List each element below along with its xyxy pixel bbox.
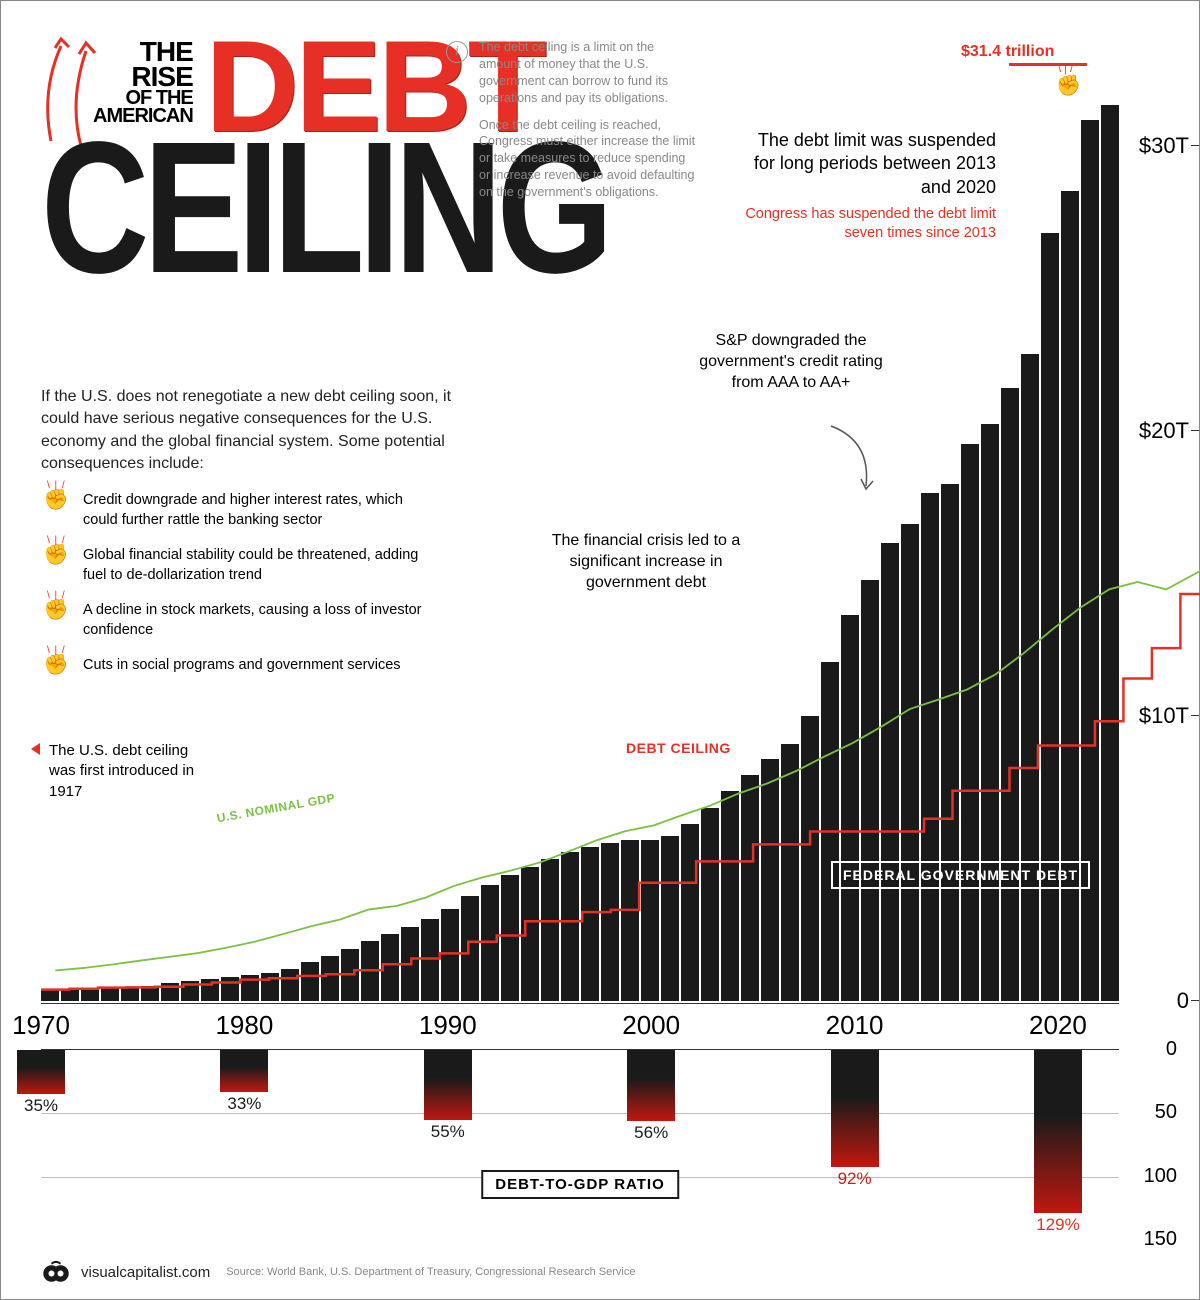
x-tick-label: 2020 <box>1029 1010 1087 1041</box>
debt-bar <box>81 989 99 1001</box>
debt-bar <box>1001 388 1019 1001</box>
lower-y-tick: 50 <box>1155 1101 1177 1124</box>
gdp-ratio-bar: 35% <box>17 1050 65 1094</box>
debt-bar <box>561 852 579 1001</box>
lower-y-tick: 100 <box>1144 1165 1177 1188</box>
debt-bar <box>541 859 559 1001</box>
peak-line <box>1009 63 1087 66</box>
lower-y-tick: 0 <box>1166 1038 1177 1061</box>
debt-bar <box>1021 354 1039 1001</box>
footer-source: Source: World Bank, U.S. Department of T… <box>226 1266 635 1278</box>
debt-bar <box>921 493 939 1001</box>
debt-bar <box>581 847 599 1001</box>
gdp-ratio-bar: 33% <box>220 1050 268 1092</box>
debt-bar <box>241 975 259 1001</box>
debt-bar <box>741 775 759 1001</box>
debt-bar <box>801 716 819 1001</box>
debt-bar <box>661 836 679 1001</box>
debt-bar <box>461 896 479 1001</box>
annotation-sp-downgrade: S&P downgraded the government's credit r… <box>691 331 891 393</box>
debt-bar <box>321 956 339 1001</box>
label-debt-ceiling: DEBT CEILING <box>626 741 731 755</box>
debt-bar <box>61 990 79 1001</box>
fist-icon: ✊ <box>1056 73 1081 98</box>
logo-icon <box>41 1257 71 1287</box>
gdp-ratio-label: 129% <box>1036 1215 1079 1235</box>
x-tick-label: 2010 <box>826 1010 884 1041</box>
x-tick-label: 1990 <box>419 1010 477 1041</box>
debt-bar <box>481 885 499 1001</box>
debt-bar <box>41 990 59 1001</box>
x-tick-label: 2000 <box>622 1010 680 1041</box>
debt-bar <box>841 615 859 1001</box>
debt-bar <box>821 662 839 1001</box>
label-federal-debt: FEDERAL GOVERNMENT DEBT <box>831 861 1090 889</box>
debt-bar <box>601 843 619 1001</box>
debt-bar <box>641 840 659 1002</box>
arrow-curve-icon <box>821 421 901 501</box>
debt-bar <box>341 949 359 1001</box>
footer-brand: visualcapitalist.com <box>81 1264 210 1281</box>
gdp-ratio-label: 33% <box>227 1094 261 1114</box>
debt-to-gdp-chart: 05010015035%33%55%56%92%129% DEBT-TO-GDP… <box>41 1049 1119 1239</box>
gdp-ratio-label: 55% <box>431 1122 465 1142</box>
gdp-ratio-label: 56% <box>634 1123 668 1143</box>
gdp-ratio-bar: 92% <box>831 1050 879 1167</box>
debt-bar <box>1101 105 1119 1001</box>
debt-to-gdp-title: DEBT-TO-GDP RATIO <box>481 1170 679 1199</box>
debt-bar <box>501 875 519 1001</box>
gdp-ratio-bar: 56% <box>627 1050 675 1121</box>
x-axis: 197019801990200020102020 <box>41 1003 1119 1044</box>
footer: visualcapitalist.com Source: World Bank,… <box>41 1257 1159 1287</box>
debt-bar <box>901 524 919 1001</box>
debt-bar <box>161 983 179 1001</box>
debt-bar <box>681 824 699 1001</box>
debt-bar <box>721 791 739 1001</box>
debt-bar <box>761 759 779 1001</box>
debt-bar <box>881 543 899 1001</box>
gdp-ratio-label: 35% <box>24 1096 58 1116</box>
debt-bar <box>401 927 419 1001</box>
annotation-suspended-sub: Congress has suspended the debt limit se… <box>741 205 996 243</box>
gdp-ratio-label: 92% <box>838 1169 872 1189</box>
x-tick-label: 1970 <box>12 1010 70 1041</box>
debt-bar <box>521 867 539 1001</box>
debt-bar <box>941 484 959 1001</box>
annotation-suspended-main: The debt limit was suspended for long pe… <box>741 129 996 199</box>
debt-bar <box>181 981 199 1001</box>
debt-bar <box>221 977 239 1001</box>
debt-bar <box>261 973 279 1001</box>
debt-bar <box>441 909 459 1001</box>
debt-bar <box>141 986 159 1001</box>
debt-bar <box>381 934 399 1001</box>
lower-y-tick: 150 <box>1144 1228 1177 1251</box>
y-axis-ticks: 0$10T$20T$30T <box>1129 61 1189 1001</box>
debt-bar <box>121 987 139 1001</box>
peak-value-label: $31.4 trillion <box>961 43 1054 61</box>
triangle-marker-icon <box>31 743 40 755</box>
debt-bar <box>101 988 119 1001</box>
gdp-ratio-bar: 129% <box>1034 1050 1082 1213</box>
debt-bar <box>701 808 719 1001</box>
debt-bar <box>621 840 639 1001</box>
y-tick-label: $10T <box>1139 703 1189 729</box>
debt-bar <box>861 580 879 1001</box>
annotation-suspended: The debt limit was suspended for long pe… <box>741 129 996 243</box>
debt-bar <box>281 969 299 1001</box>
debt-bar <box>421 919 439 1001</box>
y-tick-label: 0 <box>1177 988 1189 1014</box>
y-tick-label: $20T <box>1139 418 1189 444</box>
gdp-ratio-bar: 55% <box>424 1050 472 1120</box>
debt-bar <box>301 962 319 1001</box>
debt-bar <box>361 941 379 1001</box>
debt-bar <box>781 744 799 1001</box>
debt-bar <box>201 979 219 1001</box>
x-tick-label: 1980 <box>215 1010 273 1041</box>
y-tick-label: $30T <box>1139 133 1189 159</box>
debt-bar <box>981 424 999 1001</box>
debt-bar <box>961 444 979 1001</box>
annotation-financial-crisis: The financial crisis led to a significan… <box>531 531 761 593</box>
